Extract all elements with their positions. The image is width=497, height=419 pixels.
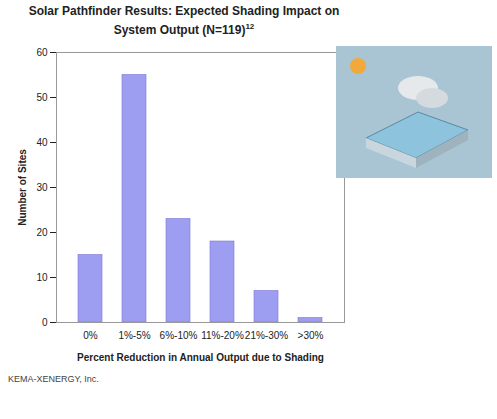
- svg-text:60: 60: [36, 47, 48, 58]
- svg-text:21%-30%: 21%-30%: [245, 330, 288, 341]
- svg-text:>30%: >30%: [298, 330, 324, 341]
- svg-text:Number of Sites: Number of Sites: [17, 149, 28, 226]
- svg-text:6%-10%: 6%-10%: [160, 330, 198, 341]
- svg-text:40: 40: [36, 137, 48, 148]
- html-text:Solar Pathfinder Results: Expe: Solar Pathfinder Results: Expected Shadi…: [28, 4, 340, 37]
- svg-text:20: 20: [36, 227, 48, 238]
- svg-text:0%: 0%: [83, 330, 98, 341]
- html-text:KEMA-XENERGY, Inc.: KEMA-XENERGY, Inc.: [8, 374, 99, 384]
- svg-text:0: 0: [42, 317, 48, 328]
- svg-text:30: 30: [36, 182, 48, 193]
- svg-text:10: 10: [36, 272, 48, 283]
- svg-text:11%-20%: 11%-20%: [201, 330, 244, 341]
- svg-text:1%-5%: 1%-5%: [118, 330, 150, 341]
- svg-text:50: 50: [36, 92, 48, 103]
- svg-text:Percent Reduction in Annual Ou: Percent Reduction in Annual Output due t…: [77, 352, 324, 363]
